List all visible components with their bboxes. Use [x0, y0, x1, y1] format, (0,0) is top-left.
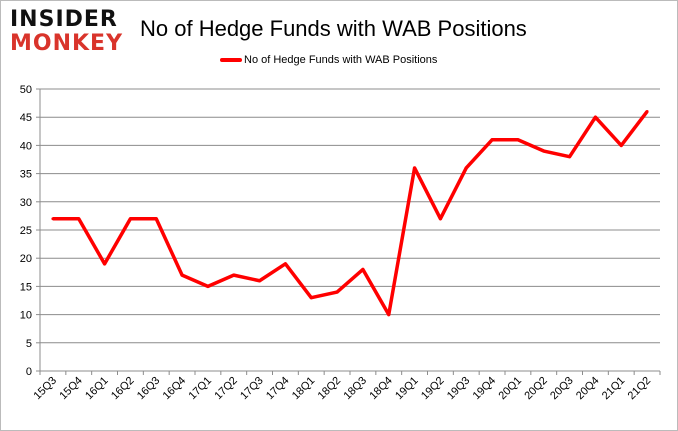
- data-point: [516, 138, 520, 142]
- x-tick-label: 19Q2: [419, 375, 447, 403]
- data-point: [309, 296, 313, 300]
- x-tick-label: 17Q1: [187, 375, 215, 403]
- legend-swatch: [220, 58, 242, 62]
- data-point: [258, 279, 262, 283]
- legend: No of Hedge Funds with WAB Positions: [220, 54, 437, 66]
- x-tick-label: 15Q4: [57, 375, 85, 403]
- data-point: [232, 273, 236, 277]
- x-tick-label: 17Q3: [238, 375, 266, 403]
- data-point: [180, 273, 184, 277]
- x-tick-label: 20Q1: [497, 375, 525, 403]
- logo-line1: INSIDER: [10, 7, 118, 32]
- x-tick-label: 19Q4: [471, 375, 499, 403]
- x-tick-label: 17Q4: [264, 375, 292, 403]
- y-tick-label: 50: [20, 84, 32, 96]
- data-point: [619, 143, 623, 147]
- data-point: [490, 138, 494, 142]
- x-tick-label: 20Q4: [574, 375, 602, 403]
- y-tick-label: 25: [20, 225, 32, 237]
- x-tick-label: 21Q2: [626, 375, 654, 403]
- x-tick-label: 18Q1: [290, 375, 318, 403]
- x-tick-label: 18Q4: [367, 375, 395, 403]
- y-tick-label: 15: [20, 281, 32, 293]
- y-tick-label: 45: [20, 112, 32, 124]
- data-point: [568, 155, 572, 159]
- x-tick-label: 17Q2: [212, 375, 240, 403]
- data-point: [154, 217, 158, 221]
- data-point: [335, 290, 339, 294]
- data-point: [206, 284, 210, 288]
- data-point: [413, 166, 417, 170]
- x-tick-label: 16Q2: [109, 375, 137, 403]
- x-tick-label: 16Q1: [83, 375, 111, 403]
- y-tick-label: 5: [26, 338, 32, 350]
- data-point: [464, 166, 468, 170]
- y-tick-label: 35: [20, 169, 32, 181]
- x-tick-label: 19Q3: [445, 375, 473, 403]
- x-tick-label: 21Q1: [600, 375, 628, 403]
- x-tick-label: 19Q1: [393, 375, 421, 403]
- chart-title: No of Hedge Funds with WAB Positions: [140, 16, 527, 41]
- data-point: [51, 217, 55, 221]
- data-point: [593, 115, 597, 119]
- data-point: [542, 149, 546, 153]
- data-point: [283, 262, 287, 266]
- x-tick-label: 16Q4: [161, 375, 189, 403]
- insider-monkey-logo: INSIDER MONKEY: [10, 8, 123, 56]
- y-tick-label: 40: [20, 140, 32, 152]
- x-tick-label: 20Q2: [522, 375, 550, 403]
- x-tick-label: 15Q3: [32, 375, 60, 403]
- x-tick-label: 16Q3: [135, 375, 163, 403]
- data-point: [438, 217, 442, 221]
- y-tick-label: 30: [20, 197, 32, 209]
- y-tick-label: 10: [20, 310, 32, 322]
- data-point: [387, 313, 391, 317]
- logo-line2: MONKEY: [10, 31, 124, 56]
- x-tick-label: 18Q3: [342, 375, 370, 403]
- data-point: [103, 262, 107, 266]
- legend-label: No of Hedge Funds with WAB Positions: [244, 54, 438, 66]
- y-tick-label: 0: [26, 366, 32, 378]
- data-point: [361, 267, 365, 271]
- x-tick-label: 20Q3: [548, 375, 576, 403]
- x-tick-label: 18Q2: [316, 375, 344, 403]
- data-point: [128, 217, 132, 221]
- series-line: [52, 110, 649, 317]
- y-tick-label: 20: [20, 253, 32, 265]
- data-point: [77, 217, 81, 221]
- data-point: [645, 110, 649, 114]
